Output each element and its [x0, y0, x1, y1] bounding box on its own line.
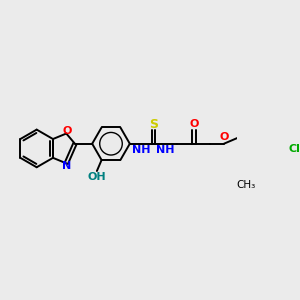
Text: O: O	[189, 119, 199, 129]
Text: S: S	[149, 118, 158, 130]
Text: O: O	[62, 126, 72, 136]
Text: N: N	[62, 161, 72, 171]
Text: O: O	[219, 133, 229, 142]
Text: OH: OH	[88, 172, 106, 182]
Text: CH₃: CH₃	[236, 180, 256, 190]
Text: NH: NH	[156, 145, 174, 155]
Text: NH: NH	[132, 145, 151, 155]
Text: Cl: Cl	[289, 144, 300, 154]
